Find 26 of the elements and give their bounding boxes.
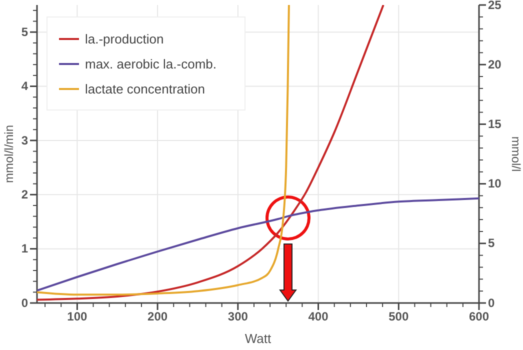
y-tick-label: 3 — [21, 133, 28, 148]
x-tick-label: 300 — [228, 310, 248, 324]
y2-tick-label: 20 — [488, 57, 502, 72]
x-tick-label: 400 — [308, 310, 329, 324]
y2-tick-label: 0 — [488, 296, 495, 310]
x-tick-label: 200 — [148, 310, 168, 324]
x-tick-label: 500 — [388, 310, 409, 324]
legend-label: lactate concentration — [85, 82, 205, 96]
y-tick-label: 1 — [21, 242, 28, 256]
y-tick-label: 4 — [21, 79, 28, 94]
y2-axis-title: mmol/l — [509, 136, 523, 172]
y2-tick-label: 10 — [488, 176, 502, 191]
x-axis-title: Watt — [244, 331, 272, 346]
y-tick-label: 5 — [21, 24, 28, 39]
line-series — [37, 197, 479, 292]
legend-label: max. aerobic la.-comb. — [85, 56, 216, 72]
y2-tick-label: 25 — [488, 0, 502, 12]
legend-label: la.-production — [85, 32, 164, 46]
y-axis-title: mmol/l/min — [2, 124, 16, 184]
y-tick-label: 2 — [21, 187, 28, 202]
x-tick-label: 100 — [67, 310, 88, 324]
y-tick-label: 0 — [21, 296, 28, 310]
x-tick-label: 600 — [468, 310, 490, 324]
y2-tick-label: 5 — [488, 236, 495, 250]
y2-tick-label: 15 — [488, 117, 502, 132]
line-series — [37, 5, 290, 296]
